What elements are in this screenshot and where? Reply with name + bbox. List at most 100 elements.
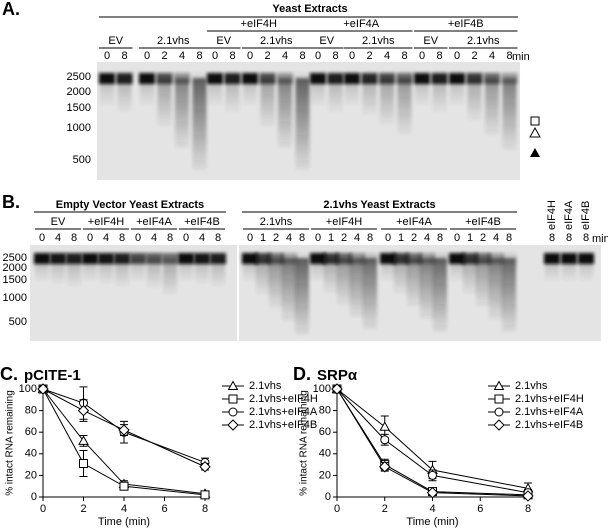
- x-tick-label: 8: [202, 503, 208, 515]
- gel-band: [50, 253, 66, 264]
- lane-time: 8: [401, 50, 407, 62]
- lane-time: 0: [419, 50, 425, 62]
- gel-band: [174, 73, 190, 84]
- gel-smear: [295, 78, 310, 170]
- gel-band: [156, 73, 173, 84]
- gel-band: [462, 253, 478, 264]
- lane-time: 8: [367, 232, 373, 244]
- gel-band: [294, 253, 310, 264]
- lane-time: 8: [167, 232, 173, 244]
- gel-smear: [328, 78, 343, 113]
- lane-time: 4: [179, 50, 185, 62]
- legend-label: 2.1vhs+eIF4H: [249, 393, 318, 405]
- lane-time: 0: [104, 50, 110, 62]
- lane-time: 2: [471, 50, 477, 62]
- gel-smear: [208, 78, 222, 106]
- gel-band: [146, 253, 162, 264]
- gel-smear: [195, 258, 209, 284]
- gel-smear: [485, 78, 499, 136]
- marker: [494, 394, 504, 404]
- gel-smear: [502, 258, 516, 333]
- size-marker: 500: [9, 316, 27, 328]
- lane-time: 4: [103, 232, 109, 244]
- y-tick-label: 20: [25, 469, 37, 481]
- gel-smear: [163, 258, 177, 295]
- gel-band: [419, 253, 435, 264]
- gel-smear: [407, 258, 421, 307]
- gel-smear: [115, 258, 129, 287]
- lane-time: 4: [493, 232, 499, 244]
- gel-band: [466, 73, 483, 84]
- gel-band: [431, 73, 448, 84]
- gel-band: [327, 73, 344, 84]
- chart-title: pCITE-1: [24, 367, 81, 384]
- gel-band: [34, 253, 50, 264]
- y-tick-label: 40: [25, 448, 37, 460]
- lane-time: 2: [161, 50, 167, 62]
- gel-smear: [211, 258, 225, 287]
- gel-smear: [256, 258, 270, 295]
- gel-band: [130, 253, 146, 264]
- gel-title: Yeast Extracts: [272, 3, 347, 15]
- lane-time: 4: [489, 50, 495, 62]
- gel-smear: [433, 258, 447, 333]
- gel-band: [242, 253, 258, 264]
- x-tick-label: 4: [429, 503, 435, 515]
- marker: [380, 435, 390, 445]
- gel-smear: [420, 258, 434, 320]
- gel-smear: [489, 258, 503, 320]
- section-title: 2.1vhs Yeast Extracts: [323, 199, 435, 211]
- marker: [493, 380, 505, 390]
- gel-smear: [99, 258, 113, 284]
- x-tick-label: 6: [477, 503, 483, 515]
- gel-band: [114, 253, 130, 264]
- series-line: [42, 388, 206, 463]
- gel-smear: [450, 78, 464, 106]
- legend-label: 2.1vhs: [515, 380, 548, 392]
- extract-label: EV: [423, 35, 438, 47]
- lane-time: 4: [55, 232, 61, 244]
- y-tick-label: 80: [319, 405, 331, 417]
- gel-band: [501, 73, 518, 84]
- x-axis-label: Time (min): [98, 516, 150, 528]
- panel-label: B.: [2, 192, 20, 212]
- marker: [228, 394, 238, 404]
- lane-time: 8: [506, 50, 512, 62]
- lane-time: 8: [119, 232, 125, 244]
- gel-band: [310, 253, 326, 264]
- gel-band: [488, 253, 504, 264]
- gel-band: [379, 73, 395, 84]
- gel-smear: [117, 78, 132, 113]
- lane-time: 1: [398, 232, 404, 244]
- series-line: [336, 388, 529, 494]
- lane-time: 0: [87, 232, 93, 244]
- gel-smear: [140, 78, 154, 106]
- extract-label: EV: [51, 216, 66, 228]
- lane-time: 4: [199, 232, 205, 244]
- size-marker: 2000: [67, 86, 91, 98]
- lane-time: 4: [424, 232, 430, 244]
- extract-label: 2.1vhs: [467, 35, 500, 47]
- gel-smear: [397, 78, 412, 135]
- lane-time: 8: [332, 50, 338, 62]
- lane-time: 4: [286, 232, 292, 244]
- gel-band: [268, 253, 284, 264]
- legend-label: 2.1vhs+eIF4B: [249, 419, 317, 431]
- extract-label: 2.1vhs: [157, 35, 190, 47]
- chart-title: SRPα: [317, 367, 358, 384]
- gel-smear: [363, 258, 377, 330]
- extract-label: +eIF4H: [88, 216, 124, 228]
- gel-smear: [260, 78, 275, 128]
- gel-smear: [337, 258, 351, 306]
- lane-time: 0: [183, 232, 189, 244]
- legend-label: 2.1vhs: [249, 380, 282, 392]
- control-label: eIF4A: [563, 200, 575, 230]
- addition-label: +eIF4A: [343, 18, 379, 30]
- gel-smear: [100, 78, 114, 106]
- gel-smear: [225, 78, 240, 113]
- extract-label: +eIF4B: [465, 216, 501, 228]
- y-tick-label: 100: [19, 383, 37, 395]
- gel-band: [501, 253, 517, 264]
- lane-time: 8: [566, 232, 572, 244]
- x-axis-label: Time (min): [406, 516, 458, 528]
